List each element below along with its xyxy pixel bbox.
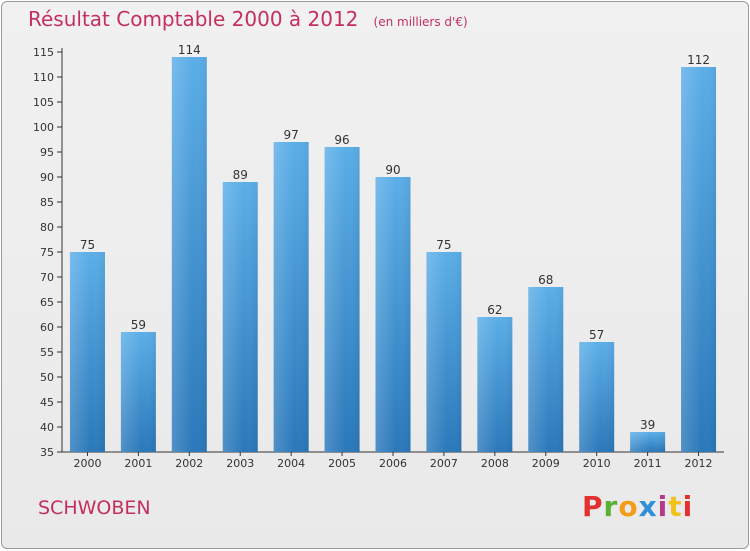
y-tick-label: 90 (40, 171, 54, 184)
proxiti-logo: Proxiti (582, 490, 693, 523)
x-tick-label: 2012 (685, 457, 713, 470)
y-tick-label: 40 (40, 421, 54, 434)
y-tick-label: 105 (33, 96, 54, 109)
data-label-2001: 59 (131, 318, 146, 332)
x-tick-label: 2003 (226, 457, 254, 470)
y-tick-label: 80 (40, 221, 54, 234)
chart-subtitle: (en milliers d'€) (373, 15, 468, 29)
data-label-2011: 39 (640, 418, 655, 432)
data-label-2004: 97 (284, 128, 299, 142)
commune-name: SCHWOBEN (38, 497, 151, 519)
bar-shine-2003 (222, 182, 258, 452)
y-tick-label: 65 (40, 296, 54, 309)
x-tick-label: 2001 (124, 457, 152, 470)
data-label-2000: 75 (80, 238, 95, 252)
bar-shine-2002 (171, 57, 207, 452)
bar-shine-2011 (630, 432, 666, 452)
x-tick-label: 2006 (379, 457, 407, 470)
y-tick-label: 55 (40, 346, 54, 359)
data-label-2002: 114 (178, 43, 201, 57)
data-label-2005: 96 (334, 133, 349, 147)
logo-letter: i (657, 490, 669, 523)
x-tick-label: 2011 (634, 457, 662, 470)
bar-shine-2000 (69, 252, 105, 452)
data-label-2008: 62 (487, 303, 502, 317)
data-label-2012: 112 (687, 53, 710, 67)
x-tick-label: 2009 (532, 457, 560, 470)
x-tick-label: 2000 (73, 457, 101, 470)
x-tick-label: 2007 (430, 457, 458, 470)
logo-letter: o (618, 490, 639, 523)
bar-shine-2009 (528, 287, 564, 452)
axes: 35 40 45 50 55 60 65 70 75 80 85 90 95 100 105 110 115 20… (33, 46, 724, 470)
bar-shine-2008 (477, 317, 513, 452)
y-tick-label: 45 (40, 396, 54, 409)
x-tick-label: 2010 (583, 457, 611, 470)
x-tick-label: 2002 (175, 457, 203, 470)
x-tick-label: 2005 (328, 457, 356, 470)
y-tick-label: 70 (40, 271, 54, 284)
bars (69, 57, 717, 452)
bar-shine-2005 (324, 147, 360, 452)
data-label-2010: 57 (589, 328, 604, 342)
data-label-2009: 68 (538, 273, 553, 287)
y-tick-label: 100 (33, 121, 54, 134)
x-tick-label: 2008 (481, 457, 509, 470)
data-labels: 75 59 114 89 97 96 90 75 62 68 57 39 112 (80, 43, 710, 432)
y-tick-label: 60 (40, 321, 54, 334)
logo-letter: r (603, 490, 619, 523)
y-tick-label: 75 (40, 246, 54, 259)
logo-letter: t (668, 490, 683, 523)
y-tick-label: 115 (33, 46, 54, 59)
title-row: Résultat Comptable 2000 à 2012 (en milli… (28, 7, 468, 31)
logo-letter: P (582, 490, 604, 523)
logo-letter: x (638, 490, 658, 523)
data-label-2003: 89 (233, 168, 248, 182)
data-label-2007: 75 (436, 238, 451, 252)
bar-shine-2006 (375, 177, 411, 452)
bar-shine-2007 (426, 252, 462, 452)
bar-shine-2004 (273, 142, 309, 452)
bar-shine-2010 (579, 342, 615, 452)
chart-title: Résultat Comptable 2000 à 2012 (28, 7, 359, 31)
y-tick-label: 50 (40, 371, 54, 384)
x-tick-label: 2004 (277, 457, 305, 470)
y-tick-label: 95 (40, 146, 54, 159)
data-label-2006: 90 (385, 163, 400, 177)
logo-letter: i (682, 490, 694, 523)
y-tick-label: 35 (40, 446, 54, 459)
y-tick-label: 85 (40, 196, 54, 209)
y-tick-label: 110 (33, 71, 54, 84)
bar-shine-2001 (120, 332, 156, 452)
bar-shine-2012 (681, 67, 717, 452)
